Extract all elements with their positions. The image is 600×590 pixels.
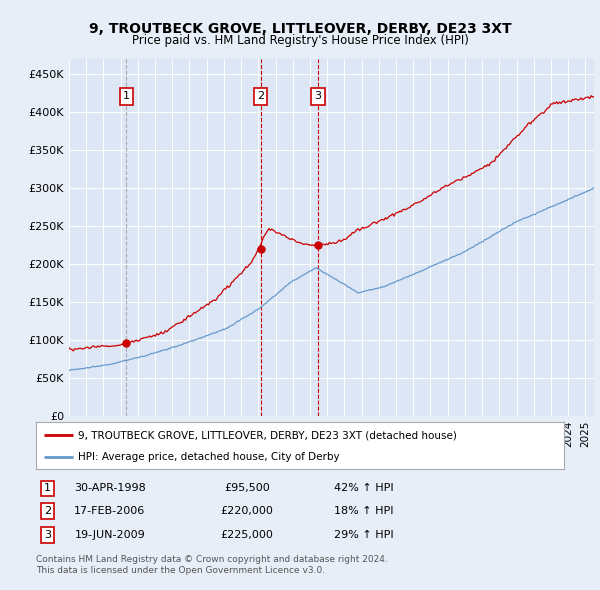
Text: Contains HM Land Registry data © Crown copyright and database right 2024.: Contains HM Land Registry data © Crown c… — [36, 555, 388, 563]
Text: 19-JUN-2009: 19-JUN-2009 — [74, 530, 145, 540]
Text: 29% ↑ HPI: 29% ↑ HPI — [334, 530, 393, 540]
Text: 1: 1 — [44, 483, 51, 493]
Text: HPI: Average price, detached house, City of Derby: HPI: Average price, detached house, City… — [78, 452, 340, 462]
Text: £95,500: £95,500 — [224, 483, 270, 493]
Text: 9, TROUTBECK GROVE, LITTLEOVER, DERBY, DE23 3XT (detached house): 9, TROUTBECK GROVE, LITTLEOVER, DERBY, D… — [78, 430, 457, 440]
Text: 17-FEB-2006: 17-FEB-2006 — [74, 506, 146, 516]
Text: Price paid vs. HM Land Registry's House Price Index (HPI): Price paid vs. HM Land Registry's House … — [131, 34, 469, 47]
Text: 3: 3 — [314, 91, 322, 101]
Text: 18% ↑ HPI: 18% ↑ HPI — [334, 506, 393, 516]
Text: 42% ↑ HPI: 42% ↑ HPI — [334, 483, 393, 493]
Text: 2: 2 — [44, 506, 51, 516]
Text: 2: 2 — [257, 91, 264, 101]
Text: £220,000: £220,000 — [221, 506, 274, 516]
Text: 9, TROUTBECK GROVE, LITTLEOVER, DERBY, DE23 3XT: 9, TROUTBECK GROVE, LITTLEOVER, DERBY, D… — [89, 22, 511, 36]
Text: £225,000: £225,000 — [221, 530, 274, 540]
Text: This data is licensed under the Open Government Licence v3.0.: This data is licensed under the Open Gov… — [36, 566, 325, 575]
Text: 30-APR-1998: 30-APR-1998 — [74, 483, 146, 493]
Text: 3: 3 — [44, 530, 51, 540]
Text: 1: 1 — [123, 91, 130, 101]
